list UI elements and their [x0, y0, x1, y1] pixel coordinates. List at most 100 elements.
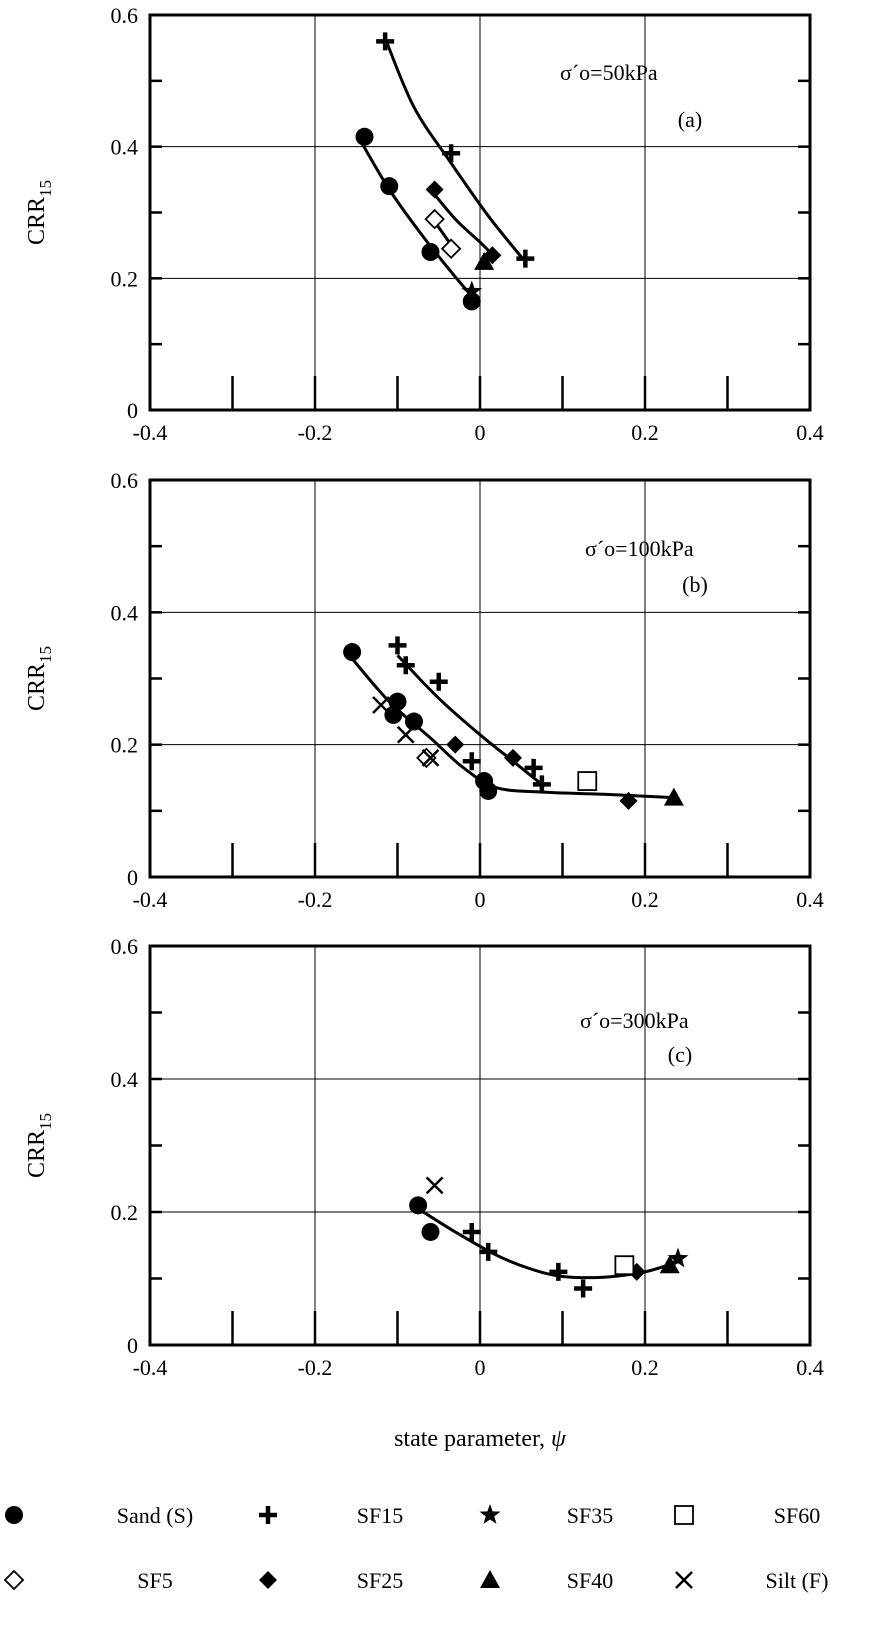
y-tick-label: 0 — [127, 865, 138, 890]
x-axis-label-symbol: ψ — [551, 1426, 567, 1452]
data-point-sf15 — [574, 1279, 593, 1298]
data-point-sand-s — [479, 781, 498, 800]
data-point-sand-s — [421, 243, 440, 261]
data-point-sf15 — [396, 656, 415, 675]
panel-a: -0.4 -0.2 0 0.2 0.4 0 0.2 0.4 0.6 CRR15 σ´o=50kPa (… — [24, 3, 824, 445]
legend-marker-sf60 — [674, 1505, 694, 1525]
data-point-sf15 — [388, 636, 407, 655]
x-axis-label: state parameter, ψ — [394, 1426, 567, 1452]
plot-frame — [148, 478, 812, 879]
panel-c: -0.4 -0.2 0 0.2 0.4 0 0.2 0.4 0.6 CRR15 σ´o=300kPa… — [24, 934, 824, 1380]
x-tick-label: 0 — [475, 1355, 486, 1380]
data-point-sf25 — [619, 791, 638, 810]
x-tick-label: 0.2 — [631, 1355, 659, 1380]
y-tick-label: 0 — [127, 398, 138, 423]
legend-label: SF35 — [567, 1503, 613, 1528]
x-tick-label: 0.4 — [796, 887, 824, 912]
y-axis-label: CRR15 — [24, 646, 55, 711]
data-point-sf15 — [524, 758, 543, 777]
data-point-sf35 — [667, 1247, 689, 1268]
y-tick-label: 0.4 — [111, 135, 139, 160]
data-point-sand-s — [355, 127, 374, 146]
data-point-sf15 — [429, 672, 448, 691]
data-point-sand-s — [409, 1196, 428, 1215]
data-point-sf15 — [462, 752, 481, 771]
legend-label: SF15 — [357, 1503, 403, 1528]
data-point-sf5 — [424, 208, 445, 230]
y-tick-label: 0.6 — [111, 468, 139, 493]
y-axis-label-base: CRR — [24, 197, 50, 245]
y-axis-label-subscript: 15 — [36, 1113, 55, 1130]
y-tick-label: 0 — [127, 1333, 138, 1358]
legend-marker-sf25 — [259, 1571, 277, 1589]
data-point-sf15 — [532, 775, 551, 794]
data-point-sand-s — [388, 692, 407, 711]
data-point-sand-s — [421, 1222, 440, 1241]
x-tick-label: 0.2 — [631, 887, 659, 912]
data-point-sf35 — [461, 280, 483, 301]
trend-curve — [396, 654, 543, 786]
data-point-sand-s — [380, 177, 399, 196]
y-tick-label: 0.6 — [111, 3, 139, 28]
legend-marker-sf35 — [479, 1504, 501, 1524]
x-tick-label: 0.4 — [796, 420, 824, 445]
y-tick-label: 0.4 — [111, 600, 139, 625]
data-point-sf25 — [504, 748, 522, 767]
x-tick-label: -0.2 — [298, 420, 333, 445]
data-point-silt-f — [396, 725, 415, 744]
legend-label: SF25 — [357, 1568, 403, 1593]
y-tick-label: 0.2 — [111, 733, 139, 758]
y-axis-label: CRR15 — [24, 1113, 55, 1178]
stress-annotation: σ´o=100kPa — [585, 536, 694, 561]
y-tick-label: 0.2 — [111, 1200, 139, 1225]
y-tick-label: 0.4 — [111, 1067, 139, 1092]
data-point-sf15 — [462, 1222, 481, 1241]
panel-tag: (a) — [678, 107, 702, 132]
data-point-sf15 — [376, 32, 395, 51]
legend-marker-silt-f — [675, 1571, 693, 1589]
data-point-sf5 — [416, 747, 437, 769]
legend-marker-sf15 — [259, 1506, 277, 1524]
x-tick-label: -0.4 — [133, 1355, 168, 1380]
data-point-sf60 — [614, 1255, 635, 1276]
data-point-sf25 — [425, 180, 444, 199]
y-axis-label-subscript: 15 — [36, 180, 55, 197]
data-point-sf40 — [663, 787, 684, 806]
data-point-silt-f — [421, 749, 440, 767]
y-axis-label-base: CRR — [24, 663, 50, 711]
y-axis-label: CRR15 — [24, 180, 55, 245]
plot-frame — [148, 13, 812, 412]
legend-label: Sand (S) — [117, 1503, 193, 1528]
x-tick-label: -0.4 — [133, 420, 168, 445]
legend: Sand (S) SF15 SF35 SF60 SF5 SF25 SF40 Silt (F) — [3, 1503, 829, 1593]
x-tick-label: 0 — [475, 420, 486, 445]
x-axis-label-text: state parameter, — [394, 1426, 551, 1452]
x-tick-label: -0.4 — [133, 887, 168, 912]
x-tick-label: 0.2 — [631, 420, 659, 445]
data-point-sf25 — [446, 735, 465, 754]
x-tick-label: 0.4 — [796, 1355, 824, 1380]
trend-curve — [360, 142, 475, 300]
panel-b: -0.4 -0.2 0 0.2 0.4 0 0.2 0.4 0.6 CRR15 σ´o=100kPa… — [24, 468, 824, 912]
x-tick-label: -0.2 — [298, 887, 333, 912]
data-point-sf40 — [659, 1255, 680, 1274]
stress-annotation: σ´o=300kPa — [580, 1008, 689, 1033]
stress-annotation: σ´o=50kPa — [560, 60, 658, 85]
legend-marker-sf40 — [480, 1570, 500, 1588]
legend-label: SF40 — [567, 1568, 613, 1593]
data-point-sf15 — [442, 144, 461, 163]
trend-curve — [383, 37, 527, 263]
data-point-sand-s — [405, 712, 423, 731]
data-point-sf40 — [474, 251, 495, 270]
y-tick-label: 0.6 — [111, 934, 139, 959]
data-point-sf5 — [440, 238, 462, 259]
data-point-sand-s — [343, 643, 362, 662]
legend-label: SF5 — [137, 1568, 172, 1593]
data-point-sf15 — [479, 1242, 498, 1261]
y-axis-label-subscript: 15 — [36, 646, 55, 663]
data-point-sf15 — [516, 249, 535, 268]
data-point-sf15 — [549, 1262, 568, 1281]
legend-label: Silt (F) — [766, 1568, 829, 1593]
x-tick-label: 0 — [475, 887, 486, 912]
